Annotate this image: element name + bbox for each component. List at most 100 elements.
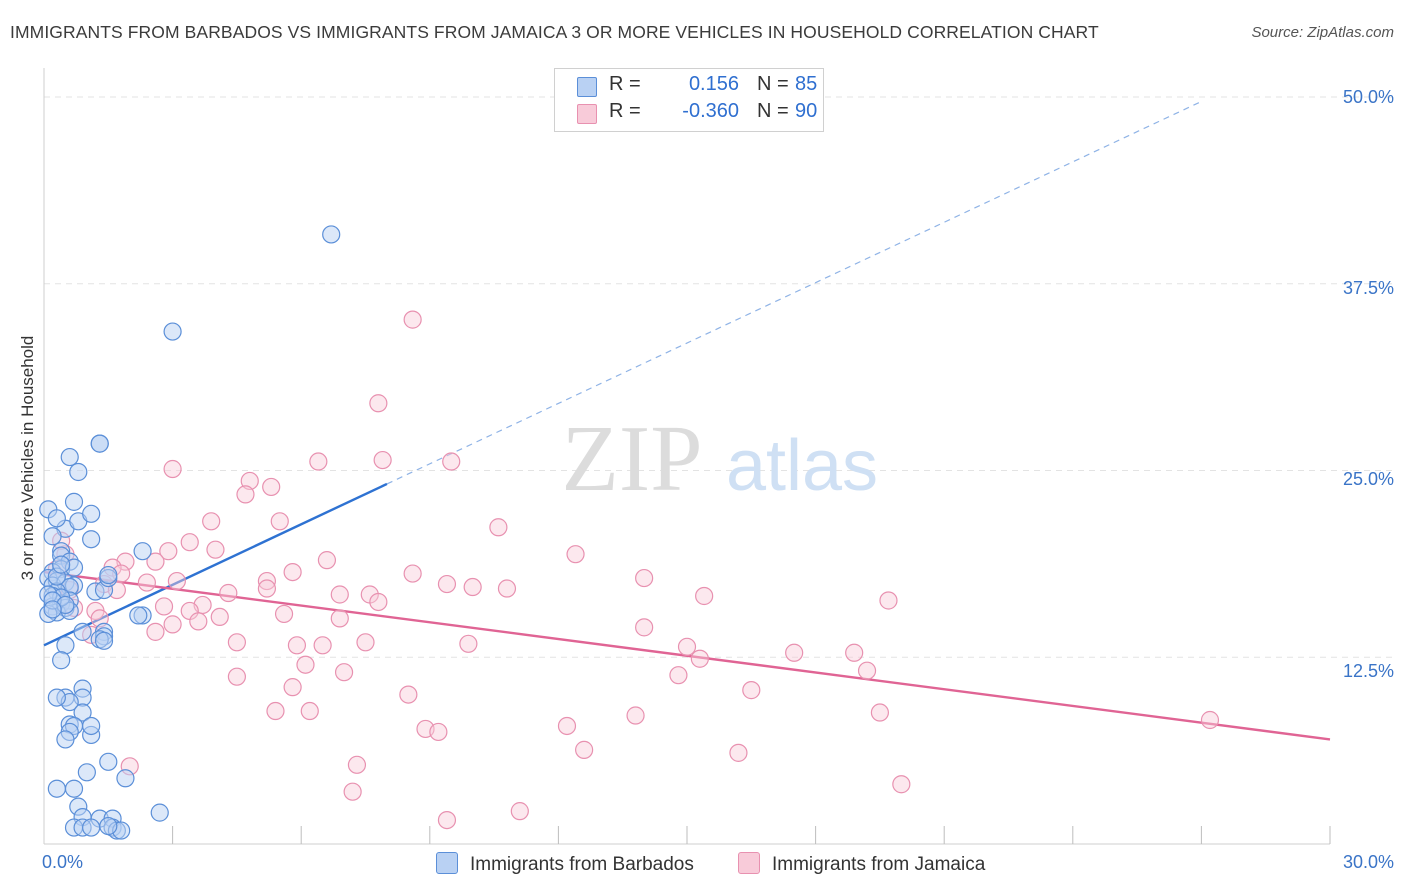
bottom-legend-jamaica: Immigrants from Jamaica [738, 852, 985, 876]
point-jamaica [785, 643, 804, 662]
x-tick-label: 30.0% [1342, 852, 1394, 872]
x-tick-label: 0.0% [42, 852, 84, 872]
point-jamaica [695, 586, 714, 606]
point-barbados [99, 816, 118, 836]
point-jamaica [146, 552, 165, 571]
axes [43, 68, 1331, 845]
bottom-legend-label-jamaica: Immigrants from Jamaica [772, 854, 986, 875]
point-jamaica [1200, 710, 1220, 730]
point-jamaica [274, 604, 294, 624]
point-jamaica [296, 655, 315, 674]
point-jamaica [180, 533, 199, 552]
point-jamaica [159, 542, 178, 561]
point-barbados [60, 447, 79, 467]
point-jamaica [163, 615, 182, 634]
legend-r-value-jamaica: -0.360 [682, 100, 739, 122]
point-jamaica [330, 609, 349, 628]
point-jamaica [167, 571, 186, 591]
gridlines [44, 96, 1392, 658]
point-barbados [69, 462, 88, 482]
point-jamaica [347, 755, 367, 774]
watermark-zip: ZIP [562, 407, 703, 511]
point-jamaica [497, 579, 517, 598]
point-barbados [129, 606, 148, 625]
point-barbados [82, 716, 101, 736]
point-jamaica [870, 703, 890, 722]
point-jamaica [202, 512, 221, 531]
trend-line-barbados-extension [386, 100, 1202, 485]
point-jamaica [690, 649, 709, 668]
point-barbados [82, 818, 101, 837]
point-jamaica [742, 681, 761, 700]
point-jamaica [845, 643, 864, 662]
point-barbados [322, 225, 341, 244]
point-jamaica [437, 810, 457, 830]
point-barbados [73, 703, 92, 722]
point-jamaica [257, 571, 277, 591]
point-barbados [47, 779, 66, 798]
point-barbados [43, 527, 62, 546]
y-axis-label: 3 or more Vehicles in Household [18, 335, 37, 581]
correlation-legend: R = 0.156 N = 85 R = -0.360 N = 90 [554, 68, 824, 132]
point-jamaica [240, 471, 259, 491]
point-barbados [82, 504, 101, 523]
point-jamaica [442, 452, 461, 471]
point-jamaica [146, 622, 165, 641]
point-jamaica [206, 540, 225, 559]
point-jamaica [287, 636, 307, 655]
point-barbados [163, 322, 182, 341]
point-barbados [94, 631, 114, 650]
y-tick-label: 12.5% [1342, 661, 1394, 681]
point-jamaica [463, 577, 482, 597]
bottom-legend-barbados: Immigrants from Barbados [436, 852, 694, 876]
point-jamaica [270, 512, 289, 531]
point-barbados [47, 509, 66, 528]
point-jamaica [459, 634, 478, 653]
point-barbados [82, 530, 101, 549]
point-jamaica [403, 564, 422, 583]
point-jamaica [857, 661, 877, 680]
y-tick-label: 50.0% [1342, 87, 1394, 107]
point-barbados [150, 803, 169, 822]
point-barbados [90, 434, 109, 453]
point-jamaica [566, 545, 585, 564]
legend-r-label: R = [609, 100, 641, 122]
point-jamaica [626, 706, 645, 725]
point-jamaica [892, 775, 911, 794]
point-barbados [52, 555, 71, 574]
point-jamaica [189, 612, 208, 631]
point-jamaica [557, 716, 577, 736]
point-jamaica [403, 310, 422, 329]
legend-n-label: N = [757, 73, 789, 95]
y-tick-label: 25.0% [1342, 469, 1394, 489]
legend-r-label: R = [609, 73, 641, 95]
point-jamaica [227, 633, 246, 652]
point-jamaica [635, 618, 654, 637]
point-jamaica [330, 585, 349, 604]
legend-n-label: N = [757, 100, 789, 122]
point-jamaica [219, 583, 238, 603]
watermark: ZIP atlas [562, 407, 879, 511]
bottom-legend-label-barbados: Immigrants from Barbados [470, 854, 694, 875]
point-jamaica [729, 743, 748, 762]
point-jamaica [334, 663, 354, 682]
watermark-atlas: atlas [726, 426, 878, 506]
chart-title: IMMIGRANTS FROM BARBADOS VS IMMIGRANTS F… [10, 22, 1099, 42]
point-barbados [64, 779, 84, 798]
point-jamaica [283, 678, 302, 697]
point-barbados [56, 730, 75, 749]
legend-n-value-barbados: 85 [795, 73, 818, 95]
point-jamaica [317, 551, 337, 570]
point-jamaica [373, 450, 392, 470]
point-jamaica [575, 740, 594, 759]
point-jamaica [262, 477, 281, 497]
point-jamaica [510, 802, 529, 821]
point-barbados [73, 622, 92, 641]
point-barbados [99, 565, 118, 585]
chart-source: Source: ZipAtlas.com [1251, 24, 1394, 41]
point-jamaica [489, 518, 508, 537]
point-barbados [47, 688, 66, 707]
bottom-legend-swatch-barbados [436, 852, 458, 874]
point-jamaica [356, 633, 375, 652]
point-barbados [133, 542, 152, 561]
